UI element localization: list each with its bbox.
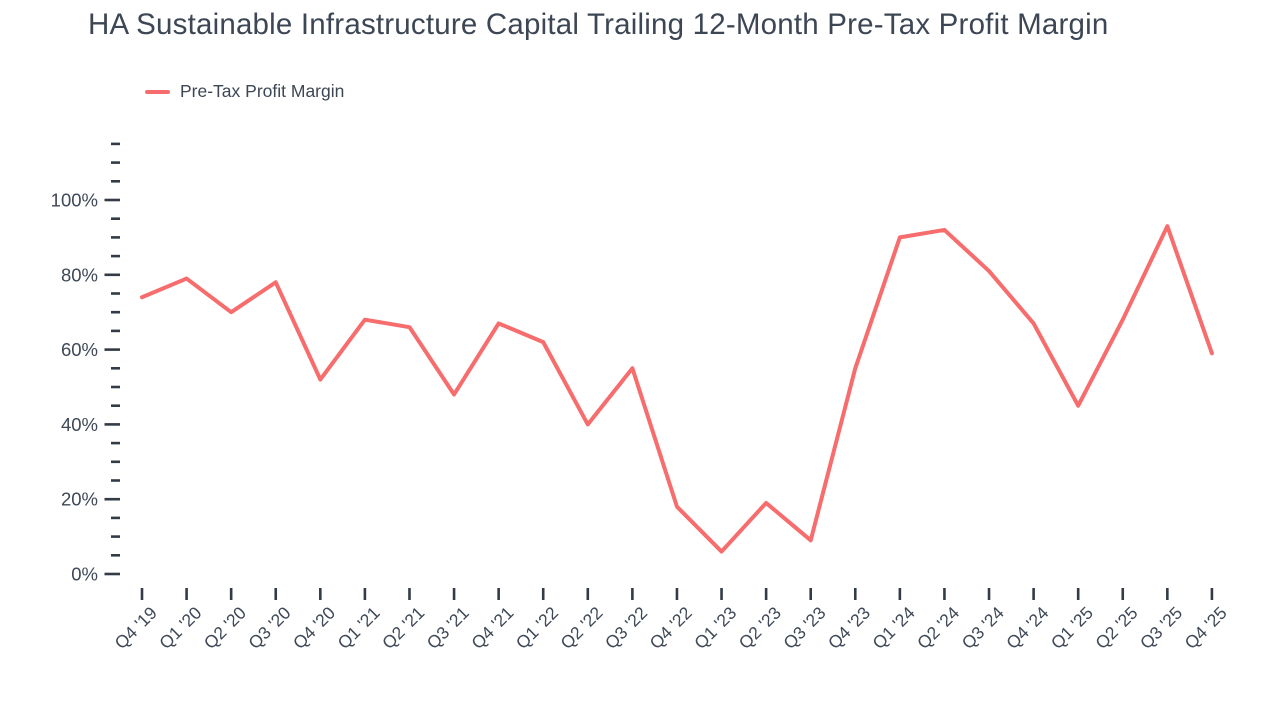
svg-text:Q1 '23: Q1 '23: [690, 603, 740, 653]
svg-text:Q3 '23: Q3 '23: [779, 603, 829, 653]
y-axis: 0% 20% 40% 60% 80% 100%: [51, 142, 120, 585]
svg-text:Q4 '23: Q4 '23: [824, 603, 874, 653]
svg-text:Q3 '22: Q3 '22: [601, 603, 651, 653]
svg-text:100%: 100%: [51, 190, 98, 211]
page-title: HA Sustainable Infrastructure Capital Tr…: [88, 8, 1109, 41]
svg-text:Q4 '19: Q4 '19: [111, 603, 161, 653]
svg-text:40%: 40%: [61, 414, 98, 435]
svg-text:Q2 '22: Q2 '22: [556, 603, 606, 653]
svg-text:Q1 '22: Q1 '22: [512, 603, 562, 653]
svg-text:Q4 '24: Q4 '24: [1002, 602, 1052, 652]
svg-text:Q1 '21: Q1 '21: [334, 603, 384, 653]
svg-text:Q4 '22: Q4 '22: [646, 603, 696, 653]
svg-text:Q2 '21: Q2 '21: [378, 603, 428, 653]
legend-line-swatch-icon: [145, 89, 170, 94]
svg-text:Q1 '25: Q1 '25: [1047, 603, 1097, 653]
svg-text:Q3 '21: Q3 '21: [423, 603, 473, 653]
legend-item[interactable]: Pre-Tax Profit Margin: [145, 81, 344, 102]
svg-text:Q4 '21: Q4 '21: [467, 603, 517, 653]
legend-label: Pre-Tax Profit Margin: [180, 81, 345, 101]
svg-text:Q4 '25: Q4 '25: [1181, 603, 1231, 653]
svg-text:60%: 60%: [61, 339, 98, 360]
svg-text:0%: 0%: [71, 564, 98, 585]
svg-text:Q2 '20: Q2 '20: [200, 602, 250, 652]
svg-text:Q4 '20: Q4 '20: [289, 602, 339, 652]
svg-text:Q3 '24: Q3 '24: [958, 602, 1008, 652]
svg-text:80%: 80%: [61, 264, 98, 285]
svg-text:20%: 20%: [61, 489, 98, 510]
svg-text:Q2 '25: Q2 '25: [1091, 603, 1141, 653]
svg-text:Q2 '24: Q2 '24: [913, 602, 963, 652]
svg-text:Q2 '23: Q2 '23: [735, 603, 785, 653]
svg-text:Q3 '20: Q3 '20: [244, 602, 294, 652]
svg-text:Q3 '25: Q3 '25: [1136, 603, 1186, 653]
series-line: [140, 224, 1214, 554]
svg-text:Q1 '20: Q1 '20: [155, 602, 205, 652]
svg-text:Q1 '24: Q1 '24: [868, 602, 918, 652]
